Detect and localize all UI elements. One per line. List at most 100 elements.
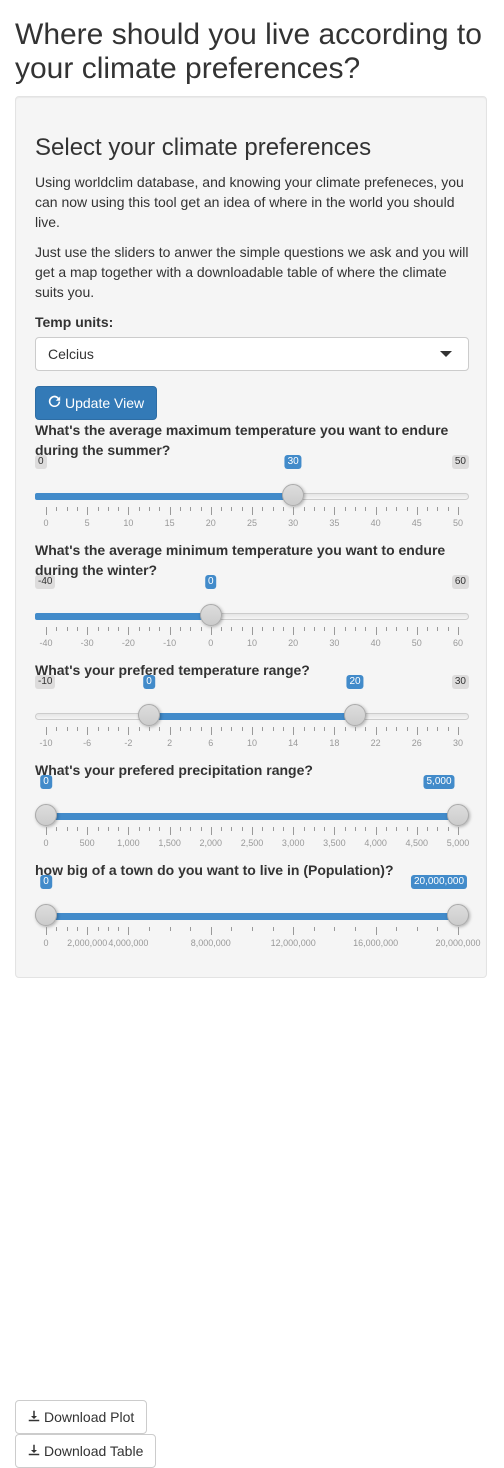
- slider-minor-tick: [241, 627, 243, 631]
- slider-minor-tick: [272, 507, 274, 511]
- slider-tick-label: 30: [452, 738, 464, 748]
- slider-minor-tick: [427, 727, 429, 731]
- slider-minor-tick: [190, 927, 192, 931]
- intro-paragraph-1: Using worldclim database, and knowing yo…: [35, 174, 464, 230]
- slider-handle-from[interactable]: [138, 704, 160, 726]
- refresh-icon: [48, 395, 61, 411]
- slider-major-tick: [169, 507, 171, 515]
- download-table-label: Download Table: [44, 1443, 144, 1459]
- slider-major-tick: [458, 627, 459, 635]
- slider-major-tick: [458, 507, 459, 515]
- slider-5-label: how big of a town do you want to live in…: [35, 862, 394, 878]
- slider-minor-tick: [313, 627, 315, 631]
- slider-minor-tick: [118, 627, 120, 631]
- slider-minor-tick: [76, 827, 78, 831]
- slider-tick-label: 22: [370, 738, 381, 748]
- min-winter-temp-slider[interactable]: -40 60 0 -40 -30 -20 -10 0 10 20 30 40 50 60: [35, 575, 469, 648]
- slider-major-tick: [128, 627, 130, 635]
- slider-minor-tick: [97, 507, 99, 511]
- slider-tick-label: 20: [288, 638, 299, 648]
- slider-major-tick: [334, 727, 336, 735]
- slider-minor-tick: [56, 927, 58, 931]
- download-table-button[interactable]: Download Table: [15, 1434, 157, 1468]
- slider-major-tick: [458, 927, 459, 935]
- slider-minor-tick: [241, 827, 243, 831]
- slider-minor-tick: [262, 627, 264, 631]
- slider-minor-tick: [179, 627, 181, 631]
- slider-minor-tick: [107, 827, 109, 831]
- slider-minor-tick: [149, 507, 150, 511]
- slider-minor-tick: [303, 507, 305, 511]
- slider-tick-label: 1,000: [117, 838, 140, 848]
- slider-minor-tick: [262, 507, 264, 511]
- slider-minor-tick: [406, 627, 408, 631]
- slider-minor-tick: [324, 827, 326, 831]
- slider-minor-tick: [385, 627, 387, 631]
- slider-major-tick: [46, 927, 47, 935]
- slider-max-label: 60: [451, 575, 469, 589]
- slider-tick-label: 60: [452, 638, 464, 648]
- update-view-button[interactable]: Update View: [35, 386, 158, 420]
- slider-tick-label: 4,000: [364, 838, 387, 848]
- slider-major-tick: [252, 507, 253, 515]
- slider-minor-tick: [355, 927, 356, 931]
- slider-handle-from[interactable]: [35, 904, 57, 926]
- temp-range-slider[interactable]: -10 30 0 20 -10 -6 -2 2 6 10 14 18 22 26 30: [35, 675, 469, 748]
- slider-minor-tick: [221, 627, 223, 631]
- slider-minor-tick: [282, 727, 284, 731]
- slider-tick-label: -40: [39, 638, 53, 648]
- slider-minor-tick: [355, 507, 356, 511]
- slider-tick-label: 20,000,000: [435, 938, 481, 948]
- slider-minor-tick: [272, 927, 274, 931]
- slider-minor-tick: [385, 727, 387, 731]
- slider-minor-tick: [138, 507, 140, 511]
- population-range-slider[interactable]: 0 20,000,000 0 2,000,000 4,000,000 8,000,000 1…: [35, 875, 481, 948]
- slider-tick-label: 40: [370, 518, 381, 528]
- download-icon: [28, 1409, 40, 1425]
- slider-minor-tick: [252, 927, 253, 931]
- slider-minor-tick: [56, 507, 58, 511]
- slider-max-label: 30: [451, 675, 469, 689]
- slider-major-tick: [293, 727, 295, 735]
- slider-tick-label: 5: [84, 518, 90, 528]
- slider-tick-label: 2,000: [199, 838, 223, 848]
- slider-tick-label: -20: [121, 638, 135, 648]
- slider-handle-from[interactable]: [35, 804, 57, 826]
- slider-major-tick: [334, 827, 336, 835]
- slider-minor-tick: [97, 627, 99, 631]
- temp-units-select[interactable]: Celcius: [35, 337, 469, 371]
- slider-handle-to[interactable]: [447, 804, 469, 826]
- slider-minor-tick: [76, 627, 78, 631]
- slider-tick-label: 25: [246, 518, 258, 528]
- slider-major-tick: [375, 727, 377, 735]
- slider-handle[interactable]: [282, 484, 305, 506]
- download-plot-button[interactable]: Download Plot: [15, 1400, 148, 1434]
- slider-major-tick: [210, 627, 212, 635]
- slider-minor-tick: [272, 827, 274, 831]
- slider-minor-tick: [437, 827, 439, 831]
- max-summer-temp-slider[interactable]: 0 50 30 0 5 10 15 20 25 30 35 40 45 50: [35, 455, 469, 528]
- slider-minor-tick: [200, 507, 202, 511]
- chevron-down-icon: [440, 351, 452, 357]
- slider-minor-tick: [169, 927, 171, 931]
- slider-minor-tick: [138, 627, 140, 631]
- precipitation-range-slider[interactable]: 0 5,000 0 500 1,000 1,500 2,000 2,500 3,000 3,500…: [35, 775, 469, 848]
- slider-minor-tick: [344, 727, 346, 731]
- slider-handle-to[interactable]: [344, 704, 366, 726]
- slider-major-tick: [293, 827, 295, 835]
- slider-handle[interactable]: [199, 604, 222, 626]
- slider-major-tick: [169, 727, 171, 735]
- slider-handle-to[interactable]: [447, 904, 469, 926]
- slider-major-tick: [87, 727, 89, 735]
- slider-major-tick: [334, 507, 336, 515]
- slider-minor-tick: [437, 627, 439, 631]
- slider-bar: [149, 713, 355, 720]
- slider-minor-tick: [97, 827, 99, 831]
- slider-minor-tick: [447, 827, 449, 831]
- slider-tick-label: -10: [39, 738, 53, 748]
- slider-minor-tick: [313, 727, 315, 731]
- slider-minor-tick: [427, 827, 429, 831]
- slider-minor-tick: [221, 827, 223, 831]
- slider-major-tick: [375, 507, 377, 515]
- slider-minor-tick: [56, 727, 58, 731]
